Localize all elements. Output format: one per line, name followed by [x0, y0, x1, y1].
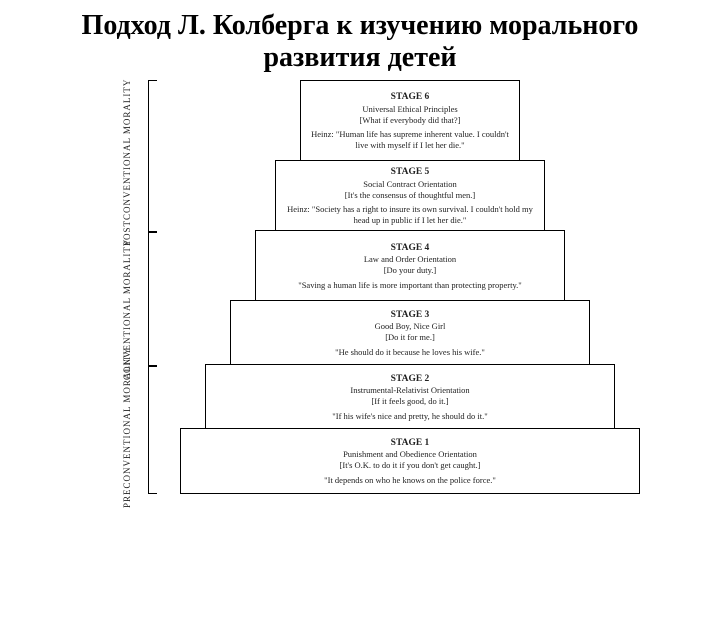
kohlberg-diagram: POSTCONVENTIONAL MORALITY CONVENTIONAL M… — [50, 80, 670, 540]
stage-quote: "He should do it because he loves his wi… — [237, 347, 583, 358]
stage-4: STAGE 4 Law and Order Orientation [Do yo… — [255, 230, 565, 302]
stage-1: STAGE 1 Punishment and Obedience Orienta… — [180, 428, 640, 494]
stage-bracket: [Do it for me.] — [237, 332, 583, 343]
stage-bracket: [If it feels good, do it.] — [212, 396, 608, 407]
stage-header: STAGE 6 — [307, 92, 513, 104]
stage-3: STAGE 3 Good Boy, Nice Girl [Do it for m… — [230, 300, 590, 366]
stage-subtitle: Social Contract Orientation — [282, 179, 538, 190]
stage-header: STAGE 1 — [187, 438, 633, 450]
page-title: Подход Л. Колберга к изучению морального… — [0, 0, 720, 80]
stage-bracket: [What if everybody did that?] — [307, 115, 513, 126]
stage-subtitle: Punishment and Obedience Orientation — [187, 449, 633, 460]
bracket-conventional — [148, 232, 149, 366]
stage-header: STAGE 2 — [212, 374, 608, 386]
level-labels: POSTCONVENTIONAL MORALITY CONVENTIONAL M… — [50, 80, 170, 530]
stage-5: STAGE 5 Social Contract Orientation [It'… — [275, 160, 545, 232]
stage-bracket: [It's O.K. to do it if you don't get cau… — [187, 460, 633, 471]
stage-bracket: [Do your duty.] — [262, 265, 558, 276]
stage-header: STAGE 5 — [282, 167, 538, 179]
stage-subtitle: Universal Ethical Principles — [307, 104, 513, 115]
stage-quote: Heinz: "Society has a right to insure it… — [282, 204, 538, 225]
stage-header: STAGE 4 — [262, 243, 558, 255]
bracket-preconventional — [148, 366, 149, 494]
stage-subtitle: Instrumental-Relativist Orientation — [212, 385, 608, 396]
stage-6: STAGE 6 Universal Ethical Principles [Wh… — [300, 80, 520, 162]
stage-quote: "Saving a human life is more important t… — [262, 280, 558, 291]
bracket-postconventional — [148, 80, 149, 232]
stage-subtitle: Good Boy, Nice Girl — [237, 321, 583, 332]
stage-subtitle: Law and Order Orientation — [262, 254, 558, 265]
stage-2: STAGE 2 Instrumental-Relativist Orientat… — [205, 364, 615, 430]
stage-quote: "If his wife's nice and pretty, he shoul… — [212, 411, 608, 422]
stage-pyramid: STAGE 6 Universal Ethical Principles [Wh… — [170, 80, 650, 530]
stage-quote: Heinz: "Human life has supreme inherent … — [307, 129, 513, 150]
level-label-preconventional: PRECONVENTIONAL MORALITY — [122, 494, 136, 622]
stage-header: STAGE 3 — [237, 310, 583, 322]
stage-quote: "It depends on who he knows on the polic… — [187, 475, 633, 486]
stage-bracket: [It's the consensus of thoughtful men.] — [282, 190, 538, 201]
